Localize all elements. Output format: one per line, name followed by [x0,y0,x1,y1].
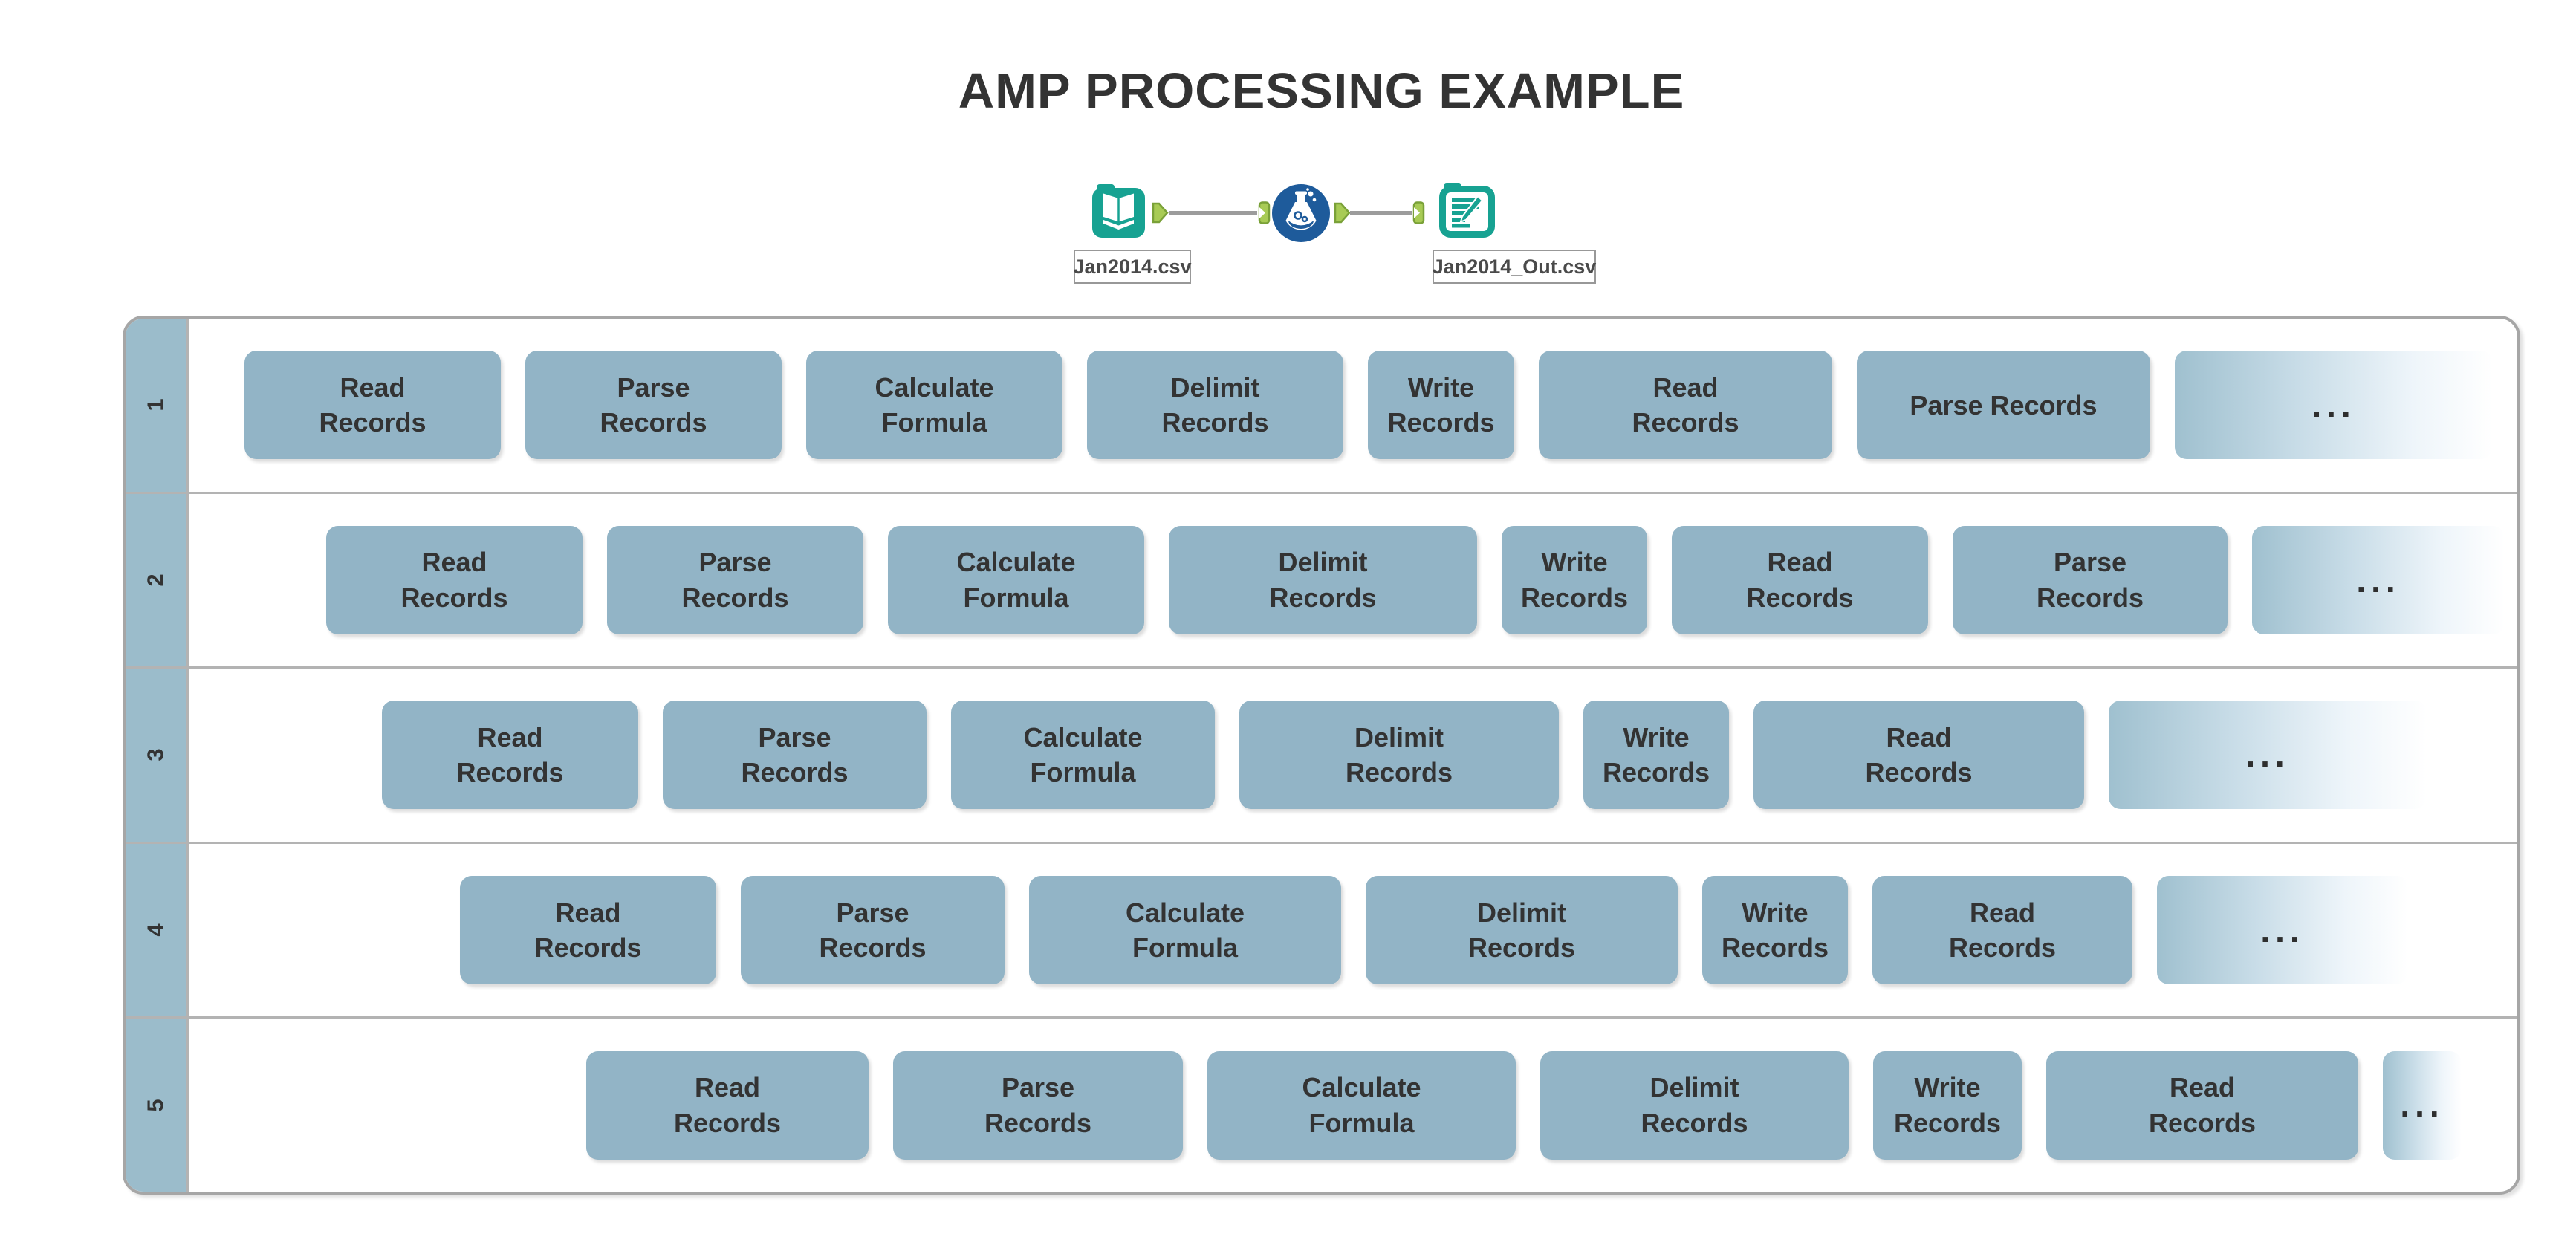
output-anchor-icon [1334,202,1352,224]
lane-number-strip: 3 [126,669,189,842]
lane-number-strip: 4 [126,843,189,1017]
lane-number-strip: 5 [126,1019,189,1192]
task-box: Calculate Formula [806,351,1062,460]
task-box: Read Records [1539,351,1832,460]
lane-content: Read Records Parse Records Calculate Formu… [189,1019,2517,1192]
task-box: Parse Records [1857,351,2150,460]
task-box: Delimit Records [1366,876,1678,985]
input-anchor-icon [1412,201,1425,224]
task-box: Parse Records [525,351,782,460]
lane-number: 5 [143,1099,169,1112]
task-box: Parse Records [607,525,863,634]
task-box: Read Records [1753,701,2084,810]
task-box: Calculate Formula [1029,876,1341,985]
more-tasks-box: ... [2175,351,2493,460]
task-box: Read Records [382,701,638,810]
task-box: Write Records [1873,1050,2022,1160]
lane-content: Read Records Parse Records Calculate Formu… [189,319,2517,492]
task-box: Calculate Formula [951,701,1215,810]
task-box: Parse Records [893,1050,1183,1160]
lane-number: 4 [143,923,169,937]
task-box: Read Records [586,1050,869,1160]
swimlane-row: 3 Read Records Parse Records Calculate Form… [126,669,2517,844]
lane-number: 1 [143,398,169,412]
task-box: Write Records [1702,876,1848,985]
alteryx-workflow: Jan2014.csv [0,0,2576,319]
connector-line [1350,211,1412,215]
formula-tool-icon [1272,184,1330,242]
more-tasks-box: ... [2157,876,2408,985]
output-anchor-icon [1152,202,1169,224]
task-box: Delimit Records [1169,525,1477,634]
swimlane-row: 2 Read Records Parse Records Calculate Form… [126,493,2517,669]
lane-content: Read Records Parse Records Calculate Formu… [189,669,2517,842]
task-box: Write Records [1583,701,1729,810]
input-file-label: Jan2014.csv [1073,250,1192,284]
output-file-label: Jan2014_Out.csv [1433,250,1596,284]
task-box: Delimit Records [1540,1050,1849,1160]
task-box: Parse Records [741,876,1005,985]
lane-number-strip: 1 [126,319,189,492]
task-box: Read Records [1672,525,1928,634]
input-data-icon [1091,182,1146,238]
more-tasks-box: ... [2109,701,2427,810]
more-tasks-box: ... [2383,1050,2462,1160]
task-box: Calculate Formula [1207,1050,1516,1160]
task-box: Calculate Formula [888,525,1144,634]
task-box: Read Records [460,876,716,985]
task-box: Parse Records [1953,525,2228,634]
swimlane-row: 4 Read Records Parse Records Calculate Form… [126,843,2517,1019]
swimlane-row: 5 Read Records Parse Records Calculate Form… [126,1019,2517,1192]
task-box: Read Records [1872,876,2132,985]
swimlane-pool: 1 Read Records Parse Records Calculate Form… [123,316,2520,1195]
task-box: Delimit Records [1087,351,1343,460]
connector-line [1169,211,1257,215]
task-box: Read Records [2046,1050,2358,1160]
task-box: Write Records [1368,351,1514,460]
task-box: Parse Records [663,701,927,810]
input-anchor-icon [1257,201,1271,224]
task-box: Delimit Records [1239,701,1559,810]
lane-number: 2 [143,574,169,587]
lane-content: Read Records Parse Records Calculate Formu… [189,494,2517,667]
lane-number: 3 [143,748,169,762]
task-box: Read Records [244,351,501,460]
lane-number-strip: 2 [126,493,189,667]
swimlane-row: 1 Read Records Parse Records Calculate Form… [126,319,2517,494]
more-tasks-box: ... [2252,525,2505,634]
page-title: AMP PROCESSING EXAMPLE [958,63,1685,119]
lane-content: Read Records Parse Records Calculate Formu… [189,844,2517,1017]
output-data-icon [1439,182,1495,238]
task-box: Read Records [326,525,583,634]
task-box: Write Records [1502,525,1647,634]
